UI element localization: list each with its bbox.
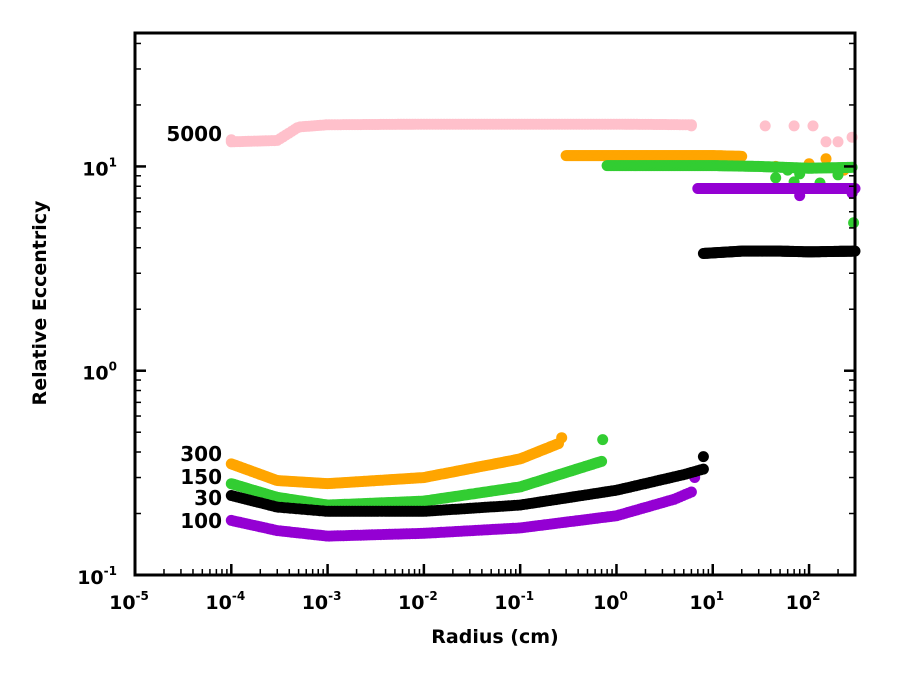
y-axis-title: Relative Eccentricy: [29, 200, 51, 405]
series-150-upper-tail-point: [770, 172, 782, 184]
series-300-tail-scatter: [556, 432, 568, 444]
series-label-150: 150: [180, 465, 222, 489]
x-tick-label: 10-4: [205, 589, 245, 614]
y-tick-label: 100: [82, 360, 117, 385]
x-tick-label: 102: [786, 589, 821, 614]
series-150-curve: [225, 455, 608, 511]
series-300-upper-curve: [560, 150, 748, 162]
series-30-point: [697, 463, 709, 475]
series-30-tail-scatter: [697, 451, 709, 463]
series-300-upper-tail-point: [820, 153, 832, 165]
x-axis-title: Radius (cm): [431, 626, 558, 648]
plot-area: [225, 118, 861, 542]
y-tick-label: 101: [82, 155, 117, 180]
series-5000-tail-point: [820, 136, 832, 148]
x-tick-label: 10-1: [494, 589, 534, 614]
series-30-upper-curve: [697, 245, 861, 259]
x-tick-label: 101: [689, 589, 724, 614]
series-5000-tail-point: [832, 136, 844, 148]
series-300-curve: [225, 438, 564, 490]
y-tick-label: 10-1: [77, 564, 117, 589]
series-150-point: [596, 455, 608, 467]
series-label-100: 100: [180, 509, 222, 533]
plot-frame: [133, 31, 857, 577]
series-300-tail-point: [556, 432, 568, 444]
series-300-upper-point: [736, 150, 748, 162]
series-5000-tail-point: [788, 120, 800, 132]
series-5000-tail-point: [225, 134, 237, 146]
series-label-300: 300: [180, 442, 222, 466]
series-5000-tail-point: [759, 120, 771, 132]
series-150-upper-tail-point: [794, 168, 806, 180]
series-5000-tail-point: [807, 120, 819, 132]
series-150-tail-point: [597, 434, 609, 446]
series-label-5000: 5000: [166, 122, 222, 146]
x-tick-label: 100: [593, 589, 628, 614]
series-150-upper-curve: [601, 160, 858, 174]
x-tick-label: 10-3: [302, 589, 342, 614]
series-30-curve: [225, 463, 709, 517]
series-label-30: 30: [194, 486, 222, 510]
x-axis: 10-5 10-4 10-3 10-2 10-1 100 101 102: [109, 564, 856, 614]
series-100-upper-tail-point: [794, 190, 806, 202]
series-150-upper-tail-point: [832, 169, 844, 181]
series-30-tail-point: [697, 451, 709, 463]
series-100-point: [685, 486, 697, 498]
series-100-upper-curve: [692, 183, 861, 194]
series-5000-curve: [225, 118, 697, 148]
series-150-tail-scatter: [597, 434, 609, 446]
x-tick-label: 10-5: [109, 589, 149, 614]
series-5000-tail-point: [685, 120, 697, 132]
series-150-upper-tail-point: [782, 164, 794, 176]
x-tick-label: 10-2: [398, 589, 438, 614]
series-100-curve: [225, 486, 697, 542]
